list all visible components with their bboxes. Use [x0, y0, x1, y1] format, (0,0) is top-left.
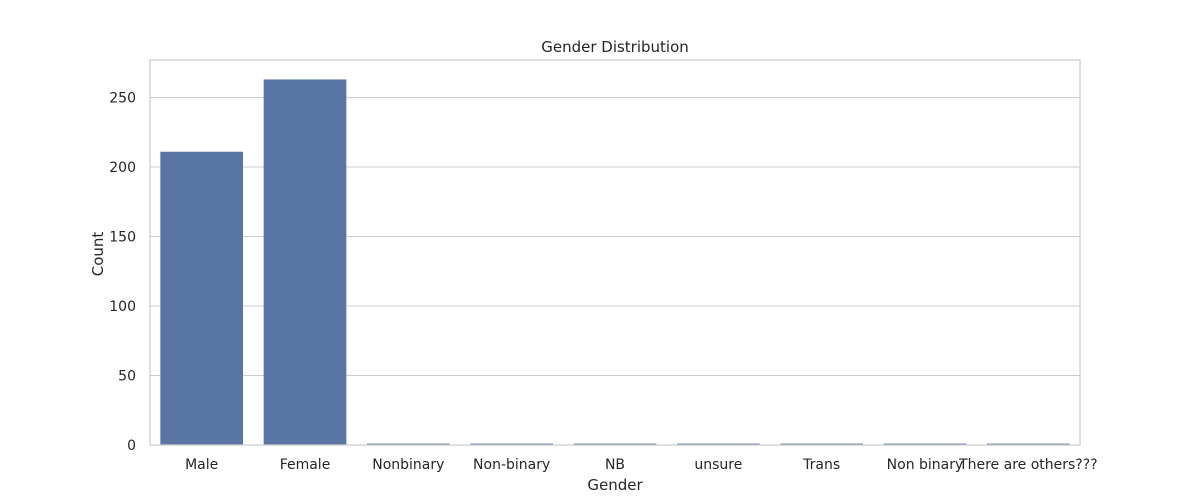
y-tick-label: 0: [127, 438, 136, 454]
y-tick-label: 100: [109, 299, 136, 315]
bar-4: [573, 443, 657, 445]
plot-frame: [149, 59, 1081, 446]
x-tick-label: There are others???: [958, 457, 1098, 473]
x-axis-title: Gender: [587, 476, 643, 494]
x-tick-label: NB: [605, 457, 625, 473]
y-tick-label: 200: [109, 160, 136, 176]
x-tick-label: Trans: [802, 457, 840, 473]
x-tick-label: unsure: [694, 457, 742, 473]
x-tick-labels: Male Female Nonbinary Non-binary NB unsure Tra…: [185, 457, 1098, 473]
y-tick-label: 150: [109, 230, 136, 246]
bar-5: [677, 443, 760, 445]
x-tick-label: Female: [280, 457, 331, 473]
bar-0: [160, 151, 243, 445]
x-tick-label: Nonbinary: [372, 457, 444, 473]
y-axis-title: Count: [89, 232, 107, 277]
bar-6: [780, 443, 863, 445]
bar-1: [263, 79, 347, 445]
y-tick-labels: 0 50 100 150 200 250: [109, 91, 136, 454]
y-tick-label: 50: [118, 369, 136, 385]
x-tick-label: Male: [185, 457, 218, 473]
bar-3: [470, 443, 553, 445]
x-tick-label: Non binary: [887, 457, 964, 473]
bar-8: [987, 443, 1070, 445]
bar-7: [883, 443, 967, 445]
x-tick-label: Non-binary: [473, 457, 550, 473]
bar-2: [367, 443, 450, 445]
chart-title: Gender Distribution: [541, 38, 689, 56]
y-tick-label: 250: [109, 91, 136, 107]
bars: [160, 79, 1070, 445]
